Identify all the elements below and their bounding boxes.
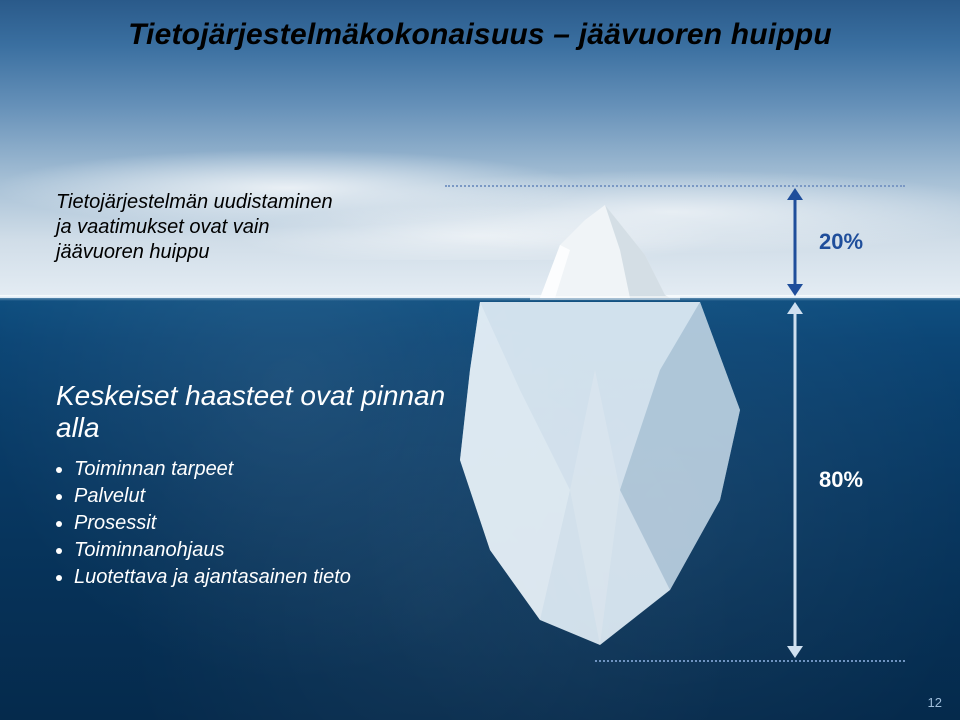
arrow-bottom-icon	[786, 302, 804, 658]
percent-top: 20%	[819, 229, 863, 255]
arrow-top-icon	[786, 188, 804, 296]
above-line-3: jäävuoren huippu	[56, 240, 416, 265]
list-item: Prosessit	[74, 512, 476, 535]
guide-line-top	[445, 185, 905, 187]
slide-title: Tietojärjestelmäkokonaisuus – jäävuoren …	[0, 18, 960, 52]
below-heading: Keskeiset haasteet ovat pinnan alla	[56, 380, 476, 444]
slide: Tietojärjestelmäkokonaisuus – jäävuoren …	[0, 0, 960, 720]
list-item: Toiminnanohjaus	[74, 539, 476, 562]
above-line-2: ja vaatimukset ovat vain	[56, 215, 416, 240]
list-item: Toiminnan tarpeet	[74, 458, 476, 481]
above-line-1: Tietojärjestelmän uudistaminen	[56, 190, 416, 215]
percent-bottom: 80%	[819, 467, 863, 493]
below-water-text: Keskeiset haasteet ovat pinnan alla Toim…	[56, 380, 476, 593]
list-item: Palvelut	[74, 485, 476, 508]
above-water-text: Tietojärjestelmän uudistaminen ja vaatim…	[56, 190, 416, 265]
guide-line-bottom	[595, 660, 905, 662]
list-item: Luotettava ja ajantasainen tieto	[74, 566, 476, 589]
page-number: 12	[928, 695, 942, 710]
bullet-list: Toiminnan tarpeet Palvelut Prosessit Toi…	[56, 458, 476, 589]
